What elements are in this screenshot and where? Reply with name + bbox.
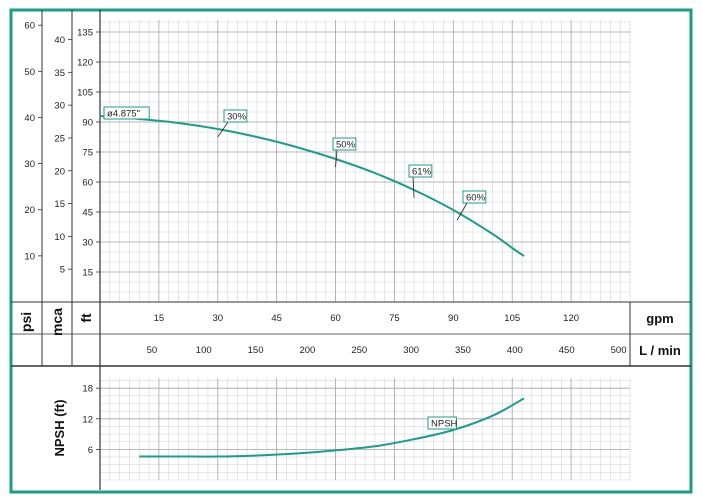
head-grid bbox=[99, 20, 631, 303]
chart-frame bbox=[9, 8, 693, 494]
mca-tick-label: 10 bbox=[54, 232, 65, 243]
psi-tick-label: 40 bbox=[24, 113, 35, 124]
ft-unit-label: ft bbox=[78, 313, 94, 323]
ft-tick-label: 90 bbox=[82, 118, 93, 129]
efficiency-label-30-box bbox=[223, 109, 248, 123]
ft-tick-label: 105 bbox=[77, 88, 93, 99]
efficiency-label-50-leader bbox=[335, 149, 338, 168]
diameter-label-box bbox=[103, 106, 150, 120]
efficiency-label-60: 60% bbox=[466, 193, 486, 204]
npsh-tick-label: 18 bbox=[82, 384, 93, 395]
ft-tick-label: 30 bbox=[82, 238, 93, 249]
npsh-label: NPSH bbox=[431, 419, 458, 430]
mca-tick-label: 25 bbox=[54, 133, 65, 144]
mca-unit-label: mca bbox=[49, 308, 65, 336]
lmin-tick-label: 400 bbox=[507, 345, 523, 356]
mca-tick-label: 20 bbox=[54, 166, 65, 177]
psi-tick-label: 60 bbox=[24, 21, 35, 32]
mca-tick-label: 40 bbox=[54, 35, 65, 46]
ft-tick-label: 15 bbox=[82, 268, 93, 279]
npsh-label-box bbox=[427, 416, 457, 430]
psi-unit-label: psi bbox=[18, 312, 34, 332]
gpm-tick-label: 105 bbox=[504, 313, 520, 324]
mca-tick-label: 15 bbox=[54, 199, 65, 210]
npsh-grid bbox=[99, 378, 631, 481]
npsh-axis-label: NPSH (ft) bbox=[52, 399, 67, 456]
axis-lines bbox=[11, 10, 691, 490]
gpm-tick-label: 75 bbox=[389, 313, 400, 324]
ft-tick-label: 60 bbox=[82, 178, 93, 189]
ft-tick-label: 45 bbox=[82, 208, 93, 219]
efficiency-label-60-box bbox=[462, 190, 487, 204]
gpm-tick-label: 15 bbox=[154, 313, 165, 324]
efficiency-label-30: 30% bbox=[227, 112, 247, 123]
gpm-tick-label: 90 bbox=[448, 313, 459, 324]
lmin-tick-label: 300 bbox=[403, 345, 419, 356]
lmin-tick-label: 150 bbox=[248, 345, 264, 356]
mca-tick-label: 30 bbox=[54, 101, 65, 112]
efficiency-label-50: 50% bbox=[336, 140, 356, 151]
efficiency-label-60-leader bbox=[456, 202, 468, 221]
gpm-tick-label: 30 bbox=[212, 313, 223, 324]
lmin-tick-label: 250 bbox=[351, 345, 367, 356]
efficiency-label-50-box bbox=[332, 137, 357, 151]
efficiency-label-61-leader bbox=[412, 176, 415, 199]
annotations: ø4.875" 30% 50% 61% 60% NPSH bbox=[103, 106, 487, 430]
ft-tick-label: 135 bbox=[77, 28, 93, 39]
curves bbox=[99, 115, 525, 458]
lmin-tick-label: 50 bbox=[147, 345, 158, 356]
lmin-tick-label: 350 bbox=[455, 345, 471, 356]
npsh-tick-label: 12 bbox=[82, 414, 93, 425]
diameter-label: ø4.875" bbox=[107, 109, 140, 120]
ft-tick-label: 120 bbox=[77, 58, 93, 69]
gpm-unit-label: gpm bbox=[646, 311, 673, 326]
lmin-tick-label: 200 bbox=[299, 345, 315, 356]
gpm-tick-label: 120 bbox=[563, 313, 579, 324]
gpm-tick-label: 45 bbox=[271, 313, 282, 324]
npsh-curve bbox=[139, 397, 525, 458]
efficiency-label-30-leader bbox=[217, 121, 229, 138]
psi-tick-label: 30 bbox=[24, 159, 35, 170]
gpm-tick-label: 60 bbox=[330, 313, 341, 324]
npsh-tick-label: 6 bbox=[88, 445, 93, 456]
psi-tick-label: 20 bbox=[24, 205, 35, 216]
ft-tick-label: 75 bbox=[82, 148, 93, 159]
psi-tick-label: 10 bbox=[24, 251, 35, 262]
lmin-tick-label: 450 bbox=[559, 345, 575, 356]
lmin-tick-label: 100 bbox=[196, 345, 212, 356]
tick-labels: 15 30 45 60 75 90 105 120 135 5 10 15 20 25 30 35 40 10 20… bbox=[18, 21, 681, 457]
lmin-tick-label: 500 bbox=[611, 345, 627, 356]
mca-tick-label: 5 bbox=[60, 265, 65, 276]
lmin-unit-label: L / min bbox=[639, 343, 681, 358]
efficiency-label-61: 61% bbox=[412, 167, 432, 178]
psi-tick-label: 50 bbox=[24, 67, 35, 78]
head-curve bbox=[99, 115, 525, 257]
efficiency-label-61-box bbox=[408, 164, 433, 178]
mca-tick-label: 35 bbox=[54, 68, 65, 79]
